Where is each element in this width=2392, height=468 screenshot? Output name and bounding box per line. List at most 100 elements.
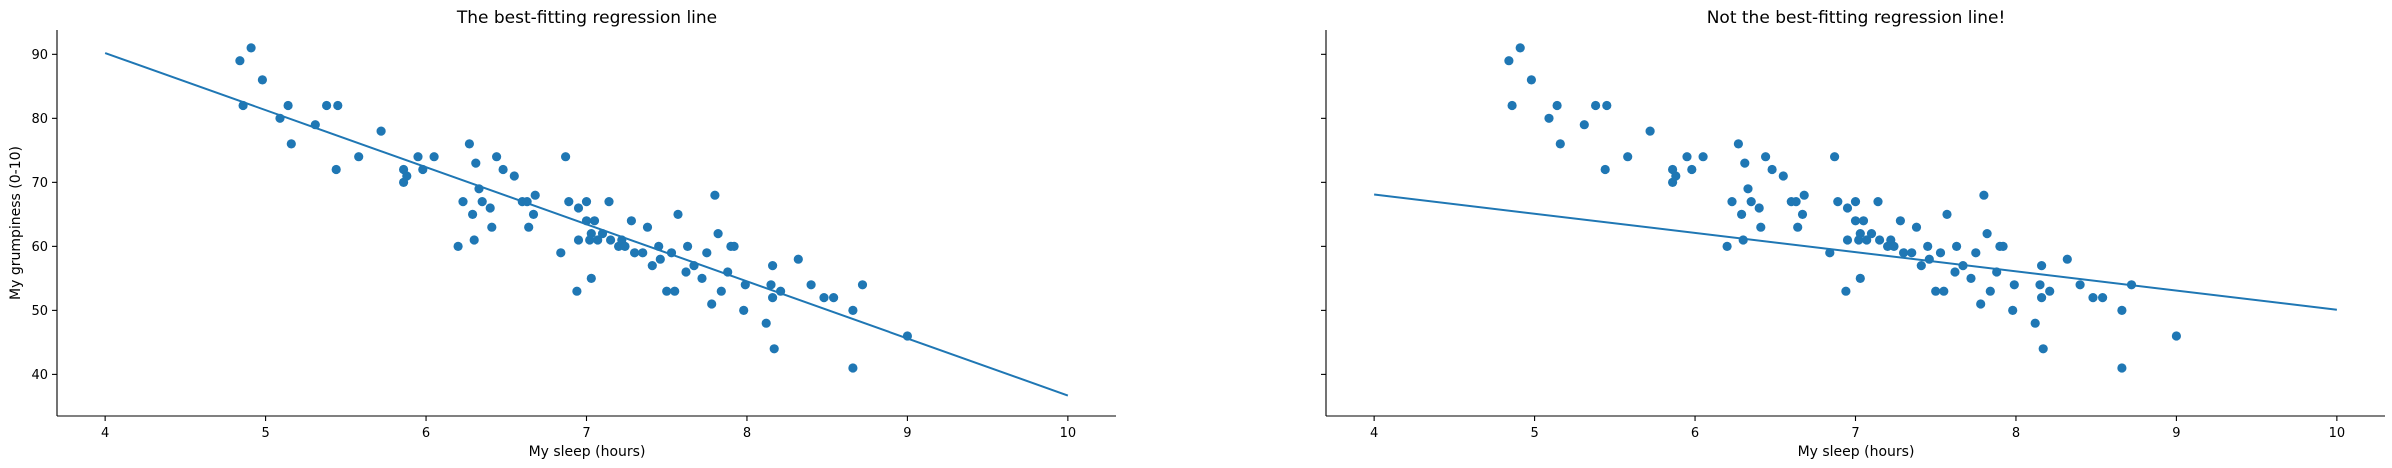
right-data-point — [1579, 120, 1589, 130]
right-data-point — [1756, 222, 1766, 232]
right-data-point — [1833, 197, 1843, 207]
right-data-point — [1875, 235, 1885, 245]
right-data-point — [1907, 248, 1917, 258]
left-data-point — [402, 171, 412, 181]
right-data-point — [2062, 254, 2072, 264]
left-chart-title: The best-fitting regression line — [456, 8, 717, 28]
left-data-point — [498, 164, 508, 175]
right-y-ticks — [1321, 53, 1326, 375]
right-x-tick-label: 8 — [2012, 426, 2020, 441]
left-x-tick-label: 7 — [582, 426, 590, 441]
right-data-point — [1623, 152, 1633, 162]
right-data-point — [1895, 216, 1905, 226]
left-data-point — [283, 100, 293, 111]
right-scatter-panel: Not the best-fitting regression line! 4 5… — [1321, 8, 2385, 460]
left-data-point — [768, 293, 778, 303]
right-data-point — [1754, 203, 1764, 213]
left-y-tick-label: 60 — [31, 240, 48, 255]
left-data-point — [707, 299, 717, 309]
right-data-point — [1602, 100, 1612, 111]
left-data-point — [453, 241, 463, 251]
right-data-point — [1698, 152, 1708, 162]
left-data-point — [573, 203, 584, 213]
left-data-point — [606, 235, 616, 245]
right-data-point — [1733, 139, 1743, 149]
right-data-point — [2075, 280, 2085, 290]
right-data-point — [1507, 100, 1517, 111]
right-data-point — [2171, 331, 2181, 341]
right-data-point — [1858, 216, 1869, 226]
left-data-point — [768, 261, 778, 271]
left-x-tick-label: 6 — [422, 426, 430, 441]
left-data-point — [573, 235, 584, 245]
right-data-point — [2117, 305, 2127, 315]
right-regression-line-group — [1374, 193, 2337, 311]
right-data-point — [1911, 222, 1922, 232]
right-data-point — [1600, 164, 1610, 175]
left-data-point — [469, 235, 479, 245]
right-data-point — [1799, 190, 1809, 200]
left-x-axis-label: My sleep (hours) — [529, 444, 646, 460]
left-data-point — [485, 203, 495, 213]
left-data-point — [793, 254, 803, 264]
left-data-point — [819, 293, 829, 303]
left-data-point — [593, 235, 603, 245]
right-data-point — [1916, 261, 1926, 271]
left-data-point — [246, 43, 256, 53]
right-data-point — [1737, 209, 1747, 219]
right-x-tick-label: 4 — [1370, 426, 1378, 441]
left-data-point — [829, 293, 839, 303]
right-data-point — [1850, 197, 1861, 207]
left-data-point — [769, 344, 779, 354]
right-data-point — [1740, 158, 1750, 168]
left-data-point — [710, 190, 720, 200]
left-y-tick-label: 70 — [31, 176, 48, 191]
right-x-tick-label: 7 — [1851, 426, 1859, 441]
right-data-point — [2088, 293, 2098, 303]
left-y-tick-label: 80 — [31, 112, 48, 127]
left-data-point — [806, 280, 816, 290]
right-data-point — [1850, 216, 1861, 226]
left-data-point — [673, 209, 683, 219]
left-data-point — [376, 126, 386, 136]
right-x-tick-label: 5 — [1530, 426, 1538, 441]
right-data-point — [1842, 203, 1853, 213]
right-data-point — [1939, 286, 1949, 296]
left-data-point — [716, 286, 726, 296]
left-data-point — [697, 273, 707, 283]
left-y-tick-label: 50 — [31, 304, 48, 319]
left-x-tick-label: 4 — [101, 426, 109, 441]
right-data-point — [1924, 254, 1934, 264]
right-data-point — [1866, 229, 1877, 239]
left-data-point — [713, 229, 723, 239]
left-y-ticks: 40 50 60 70 80 90 — [31, 48, 57, 383]
right-data-point — [1966, 273, 1976, 283]
right-data-point — [2009, 280, 2019, 290]
left-data-point — [857, 280, 868, 290]
left-data-point — [471, 158, 481, 168]
right-data-point — [1942, 209, 1952, 219]
left-data-point — [413, 152, 423, 162]
left-data-point — [257, 75, 267, 85]
right-data-point — [1552, 100, 1562, 111]
left-data-point — [729, 241, 739, 251]
left-y-tick-label: 40 — [31, 368, 48, 383]
left-data-point — [626, 216, 637, 226]
left-data-point — [528, 209, 539, 219]
left-data-point — [509, 171, 519, 181]
left-x-tick-label: 9 — [903, 426, 911, 441]
left-data-point — [620, 241, 630, 251]
left-data-point — [333, 100, 343, 111]
left-data-point — [458, 197, 468, 207]
right-data-point — [1722, 241, 1732, 251]
left-data-point — [604, 197, 614, 207]
left-data-point — [524, 222, 534, 232]
right-x-axis-label: My sleep (hours) — [1798, 444, 1915, 460]
left-x-tick-label: 5 — [261, 426, 269, 441]
right-data-point — [2037, 293, 2047, 303]
right-data-point — [1982, 229, 1992, 239]
left-data-point — [739, 305, 749, 315]
right-x-tick-label: 6 — [1691, 426, 1699, 441]
right-data-point — [1727, 197, 1737, 207]
right-data-point — [1504, 56, 1514, 66]
